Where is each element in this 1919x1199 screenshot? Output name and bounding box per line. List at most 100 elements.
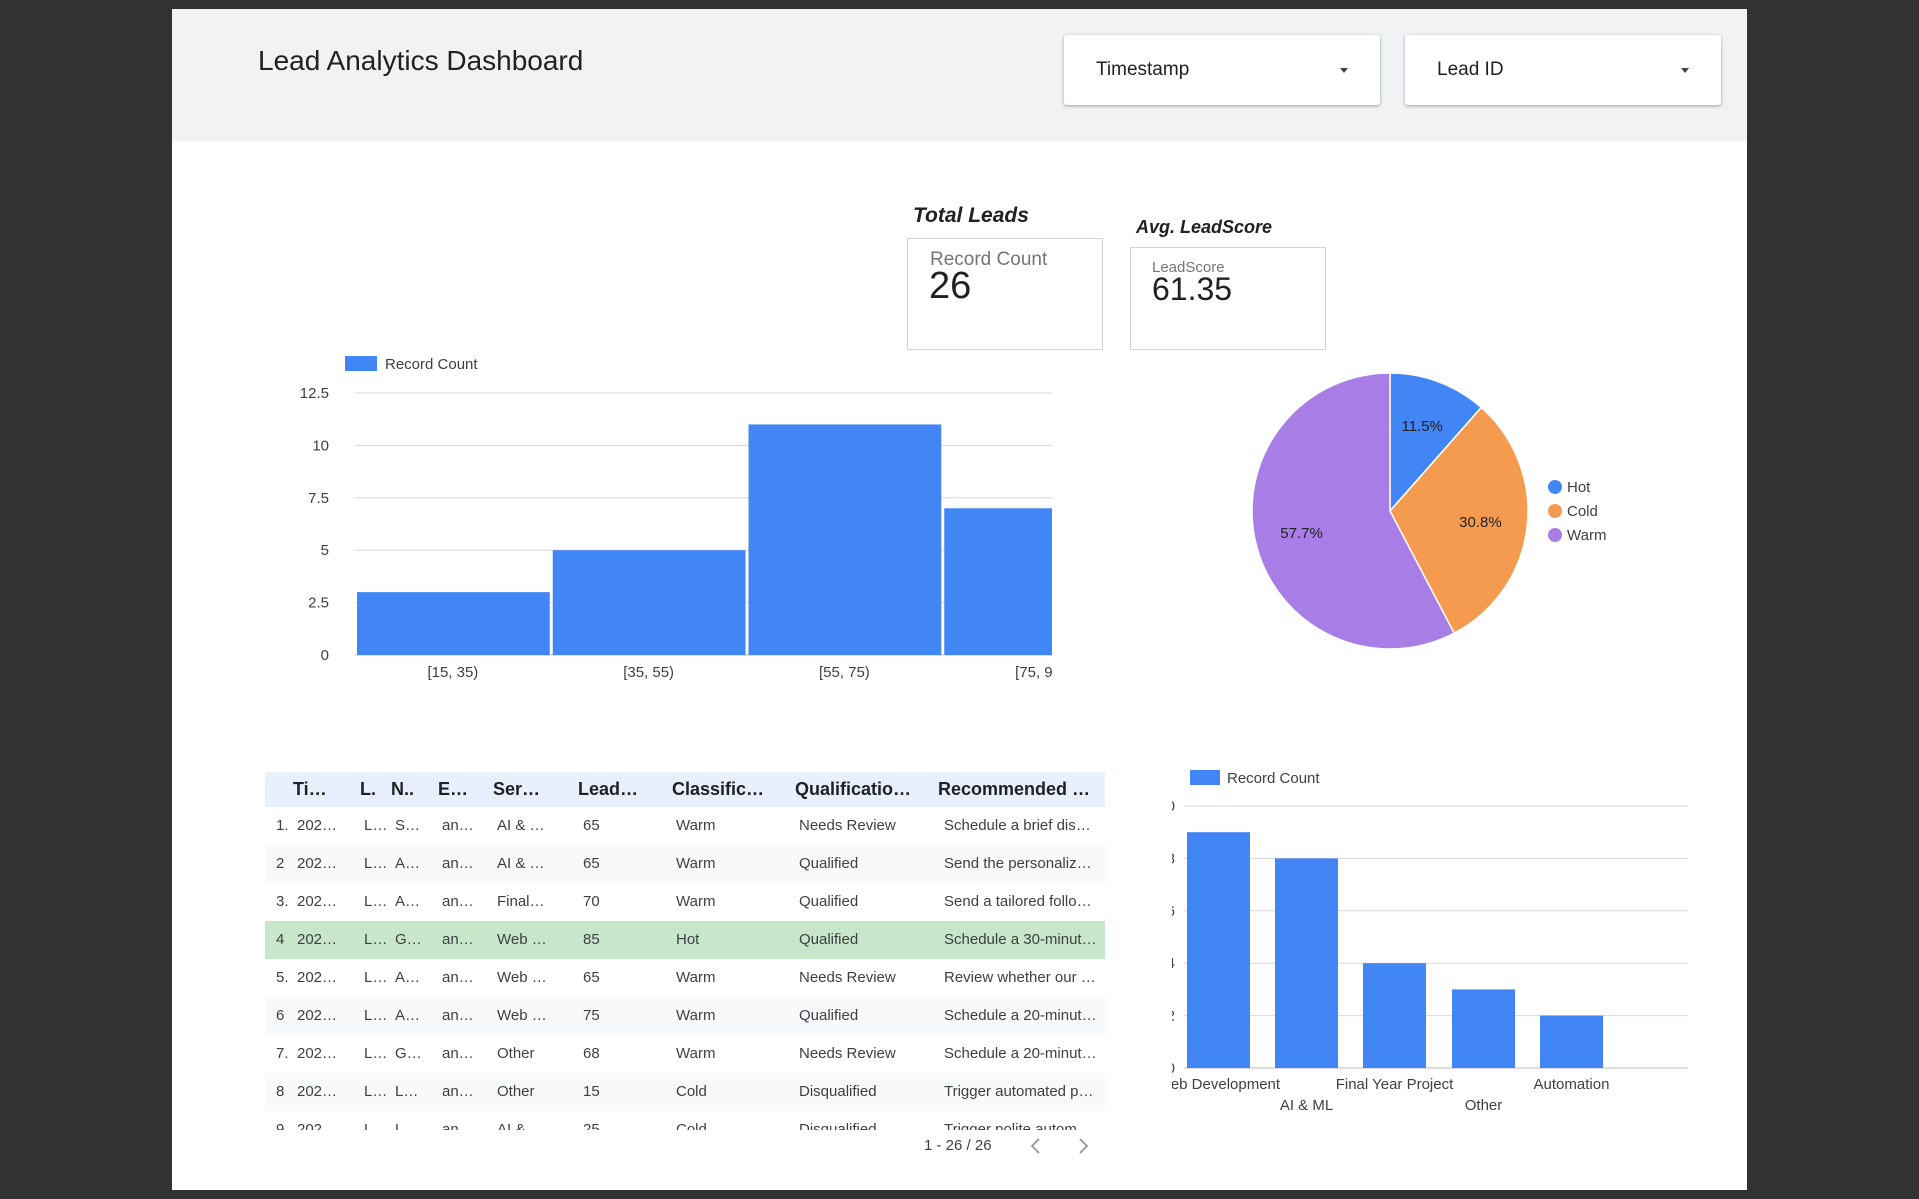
y-tick-label: 5 [321,542,329,559]
legend-label: Cold [1567,503,1598,520]
table-cell: Needs Review [799,1045,896,1062]
histogram-bar [944,508,1052,655]
avg-leadscore-scorecard: LeadScore 61.35 [1130,247,1326,350]
table-row[interactable]: 7. 202… L… G… an… Other 68 Warm Needs Review Sche… [265,1035,1105,1073]
table-cell: AI & … [497,855,545,872]
table-cell: A… [395,893,421,910]
timestamp-filter-dropdown[interactable]: Timestamp [1064,35,1380,105]
table-cell: L… [364,1007,388,1024]
y-tick-label: 0 [1172,1060,1175,1077]
service-bar [1452,989,1515,1068]
pie-slice [1251,372,1456,650]
x-tick-label: Web Development [1172,1076,1281,1093]
timestamp-filter-label: Timestamp [1096,59,1190,80]
page-title: Lead Analytics Dashboard [258,45,584,76]
table-cell: S… [395,817,421,834]
x-tick-label: [75, 95] [1015,664,1052,681]
x-tick-label: [15, 35) [427,664,478,681]
row-index: 3. [276,893,289,910]
table-row[interactable]: 9. 202… L… L… an… AI &… 25 Cold Disqualified Trig… [265,1111,1105,1130]
table-cell: 70 [583,893,600,910]
table-cell: Needs Review [799,817,896,834]
table-cell: an… [442,1007,474,1024]
service-bar [1187,832,1250,1068]
legend-label: Record Count [385,356,478,373]
table-cell: 65 [583,817,600,834]
legend-dot [1548,480,1562,494]
column-header[interactable]: Ti… [293,779,327,799]
legend-dot [1548,504,1562,518]
chevron-right-icon[interactable] [1072,1135,1094,1157]
scorecard-value: 61.35 [1152,271,1233,307]
avg-leadscore-title: Avg. LeadScore [1136,217,1273,237]
table-cell: L… [364,893,388,910]
table-cell: Web … [497,969,547,986]
classification-pie-chart: 11.5% 30.8% 57.7% Hot Cold Warm [1251,372,1606,650]
table-cell: Disqualified [799,1083,877,1100]
column-header[interactable]: E… [438,779,469,799]
table-cell: Trigger automated p… [944,1083,1094,1100]
table-row[interactable]: 1. 202… L… S… an… AI & … 65 Warm Needs Review Sch… [265,807,1105,845]
column-header[interactable]: L. [360,779,376,799]
x-tick-label: [35, 55) [623,664,674,681]
table-row[interactable]: 3. 202… L… A… an… Final… 70 Warm Qualified Send a… [265,883,1105,921]
table-cell: Warm [676,893,716,910]
column-header[interactable]: N.. [391,779,415,799]
legend-swatch [1190,770,1220,785]
row-index: 9. [276,1121,289,1130]
table-cell: Qualified [799,931,859,948]
pie-slice-label: 30.8% [1459,514,1502,531]
column-header[interactable]: Ser… [493,779,541,799]
pie-slice-label: 57.7% [1280,525,1323,542]
y-tick-label: 10 [1172,798,1175,815]
table-cell: Disqualified [799,1121,877,1130]
table-cell: 25 [583,1121,600,1130]
lead-id-filter-dropdown[interactable]: Lead ID [1405,35,1721,105]
y-tick-label: 7.5 [308,490,329,507]
legend-label: Warm [1567,527,1606,544]
column-header[interactable]: Recommended … [938,779,1091,799]
service-bar-chart: Record Count 0 2 4 6 8 10 Web Development AI & M… [1172,770,1688,1114]
row-index: 6 [276,1007,285,1024]
leadscore-histogram-chart: Record Count 0 2.5 5 7.5 10 12.5 [15, 35) [35, 5… [300,356,1052,681]
table-cell: Warm [676,1007,716,1024]
table-row[interactable]: 6 202… L… A… an… Web … 75 Warm Qualified Schedule… [265,997,1105,1035]
legend-dot [1548,528,1562,542]
table-cell: 65 [583,969,600,986]
table-row[interactable]: 2 202… L… A… an… AI & … 65 Warm Qualified Send th… [265,845,1105,883]
table-cell: A… [395,1007,421,1024]
table-row[interactable]: 5. 202… L… A… an… Web … 65 Warm Needs Review Revi… [265,959,1105,997]
table-cell: an… [442,969,474,986]
table-cell: A… [395,969,421,986]
table-row[interactable]: 4 202… L… G… an… Web … 85 Hot Qualified Schedule … [265,921,1105,959]
table-cell: 202… [297,931,338,948]
row-index: 1. [276,817,289,834]
histogram-bar [552,550,746,655]
column-header[interactable]: Lead… [578,779,639,799]
table-cell: Send a tailored follo… [944,893,1092,910]
table-cell: 202… [297,969,338,986]
chevron-left-icon[interactable] [1025,1135,1047,1157]
table-row[interactable]: 8 202… L… L… an… Other 15 Cold Disqualified Trigg… [265,1073,1105,1111]
service-bar [1363,963,1426,1068]
scorecard-metric-name: LeadScore [1152,259,1225,276]
table-cell: an… [442,1121,474,1130]
row-index: 4 [276,931,285,948]
table-cell: 202… [297,817,338,834]
table-cell: Warm [676,817,716,834]
row-index: 5. [276,969,289,986]
column-header[interactable]: Classific… [672,779,765,799]
table-cell: Warm [676,969,716,986]
table-cell: 202… [297,1083,338,1100]
pie-slice [1389,372,1483,513]
table-cell: an… [442,893,474,910]
table-cell: G… [395,1045,422,1062]
service-bar [1540,1015,1603,1068]
caret-down-icon [1340,67,1348,73]
scorecard-value: 26 [929,265,972,307]
table-cell: Warm [676,855,716,872]
table-cell: Needs Review [799,969,896,986]
table-cell: L… [395,1121,419,1130]
column-header[interactable]: Qualificatio… [795,779,912,799]
table-cell: A… [395,855,421,872]
